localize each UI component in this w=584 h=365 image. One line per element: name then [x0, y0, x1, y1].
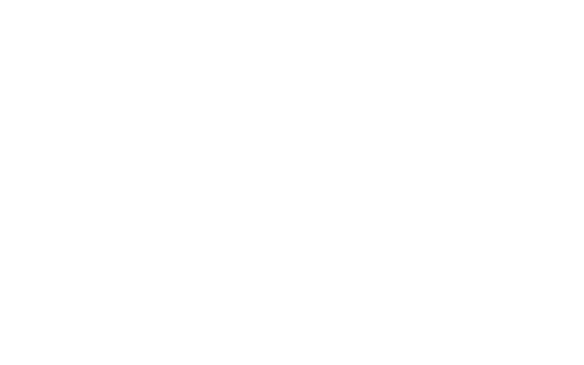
Text: B: B — [277, 215, 291, 233]
Text: A: A — [9, 336, 23, 354]
